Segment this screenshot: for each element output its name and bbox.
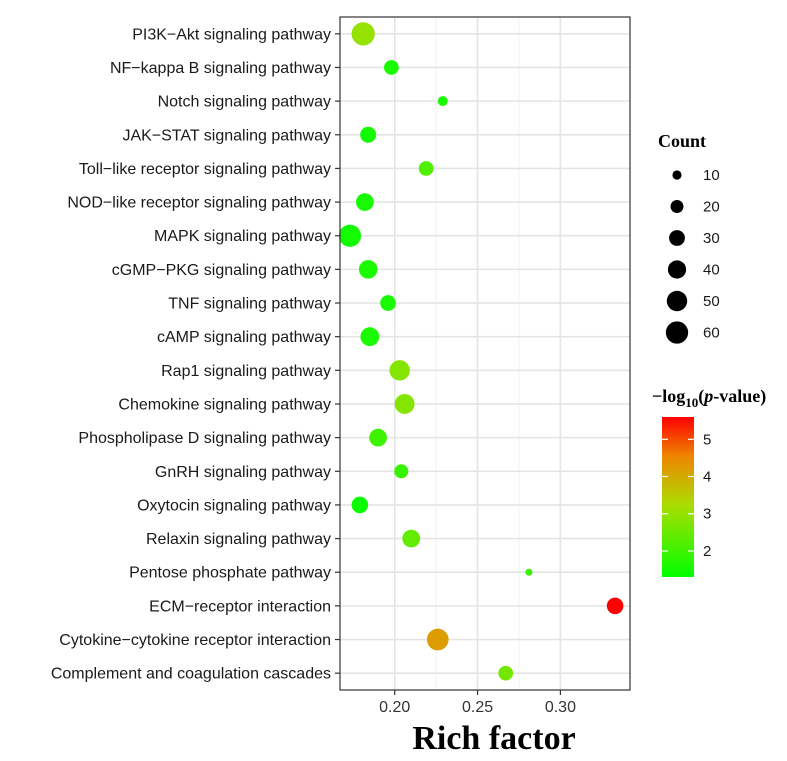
category-label: Cytokine−cytokine receptor interaction (59, 632, 331, 649)
category-label: MAPK signaling pathway (154, 228, 331, 245)
color-scale-label: 4 (703, 469, 711, 486)
size-legend-label: 40 (703, 262, 720, 279)
color-scale-ticks: 2 3 4 5 (662, 431, 711, 560)
size-legend-marker (667, 260, 687, 279)
category-label: cGMP−PKG signaling pathway (112, 262, 331, 279)
data-point (389, 360, 410, 381)
x-tick-label: 0.30 (545, 699, 576, 716)
category-label: Complement and coagulation cascades (51, 666, 331, 683)
data-points (338, 22, 624, 681)
category-label: JAK−STAT signaling pathway (122, 127, 331, 144)
color-scale-label: 5 (703, 431, 711, 448)
size-legend: 10 20 30 40 50 60 (665, 167, 720, 344)
color-scale-bar (662, 417, 694, 577)
size-legend-label: 60 (703, 325, 720, 342)
size-legend-label: 10 (703, 167, 720, 184)
data-point (360, 327, 380, 347)
category-label: Phospholipase D signaling pathway (78, 430, 331, 447)
size-legend-label: 20 (703, 199, 720, 216)
category-label: Toll−like receptor signaling pathway (79, 161, 331, 178)
data-point (358, 260, 378, 279)
category-label: ECM−receptor interaction (149, 598, 331, 615)
data-point (355, 193, 374, 211)
size-legend-label: 50 (703, 293, 720, 310)
category-label: Pentose phosphate pathway (129, 565, 331, 582)
x-tick-label: 0.20 (379, 699, 410, 716)
data-point (351, 22, 375, 46)
data-point (338, 224, 362, 247)
data-point (380, 295, 396, 311)
size-legend-marker (669, 230, 685, 246)
data-point (369, 428, 387, 447)
data-point (437, 96, 448, 107)
color-scale-label: 2 (703, 543, 711, 560)
data-point (525, 568, 533, 576)
size-legend-marker (670, 200, 684, 213)
size-legend-marker (666, 290, 688, 312)
data-point (402, 529, 421, 548)
color-scale-label: 3 (703, 506, 711, 523)
data-point (351, 496, 369, 514)
category-label: Notch signaling pathway (158, 94, 331, 111)
data-point (498, 665, 514, 681)
size-legend-title: Count (658, 131, 706, 151)
size-legend-marker (665, 321, 689, 344)
x-axis-ticks: 0.20 0.25 0.30 (379, 690, 576, 716)
category-label: GnRH signaling pathway (155, 464, 331, 481)
grid-lines (340, 17, 630, 690)
category-label: Oxytocin signaling pathway (137, 497, 331, 514)
category-labels: PI3K−Akt signaling pathway NF−kappa B sig… (51, 26, 340, 683)
category-label: Rap1 signaling pathway (161, 363, 331, 380)
plot-panel (340, 17, 630, 690)
category-label: PI3K−Akt signaling pathway (132, 26, 331, 43)
size-legend-marker (672, 170, 682, 180)
data-point (360, 126, 377, 143)
category-label: NF−kappa B signaling pathway (110, 60, 331, 77)
data-point (394, 394, 415, 414)
x-tick-label: 0.25 (462, 699, 493, 716)
plot-border (339, 16, 631, 691)
color-legend-title: −log10(p-value) (652, 386, 766, 410)
size-legend-label: 30 (703, 230, 720, 247)
category-label: Relaxin signaling pathway (146, 531, 331, 548)
category-label: cAMP signaling pathway (157, 329, 331, 346)
x-axis-title: Rich factor (412, 720, 575, 757)
data-point (606, 597, 624, 615)
category-label: TNF signaling pathway (168, 296, 331, 313)
data-point (418, 161, 434, 176)
data-point (394, 464, 409, 479)
category-label: NOD−like receptor signaling pathway (67, 195, 331, 212)
category-label: Chemokine signaling pathway (118, 396, 331, 413)
data-point (426, 628, 449, 651)
data-point (384, 60, 399, 75)
